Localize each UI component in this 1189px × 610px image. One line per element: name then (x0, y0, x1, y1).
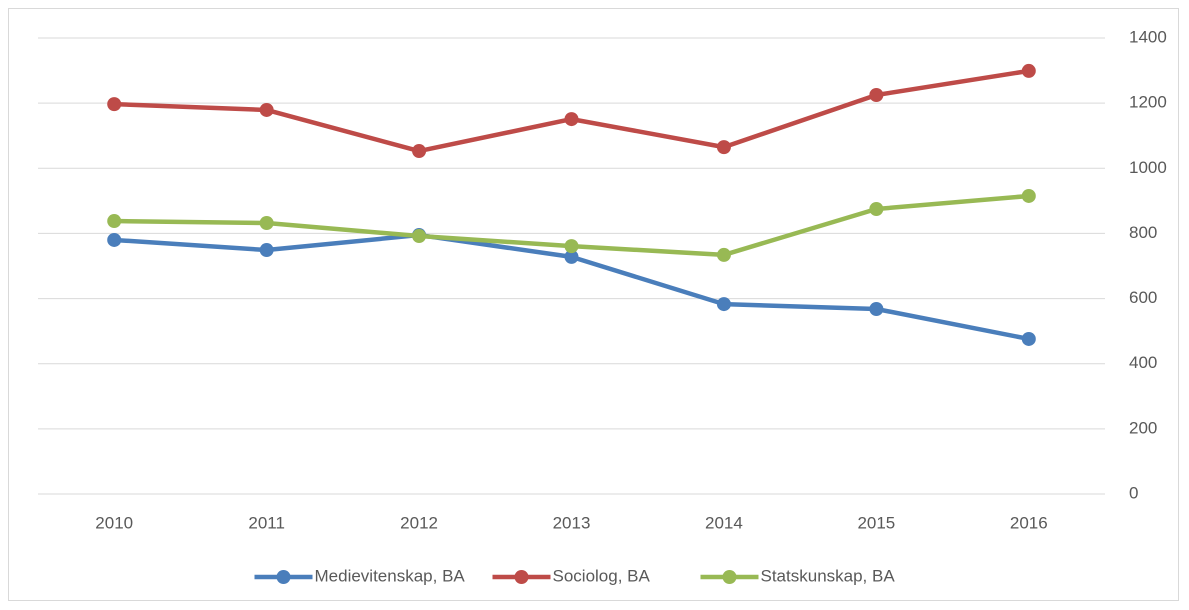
y-tick-label: 1000 (1129, 158, 1167, 177)
data-point (412, 229, 427, 244)
x-tick-label: 2011 (248, 513, 285, 532)
y-tick-label: 800 (1129, 223, 1157, 242)
data-point (107, 232, 122, 247)
data-point (107, 214, 122, 229)
legend-label: Statskunskap, BA (761, 566, 896, 585)
legend-marker (514, 570, 529, 584)
legend-marker (722, 570, 737, 584)
y-tick-label: 1400 (1129, 27, 1167, 46)
chart-border (8, 8, 1179, 601)
y-tick-label: 1200 (1129, 93, 1167, 112)
legend-label: Medievitenskap, BA (315, 566, 466, 585)
data-point (869, 88, 884, 102)
data-point (1021, 63, 1036, 78)
data-point (716, 297, 731, 312)
legend-marker (276, 570, 291, 584)
x-tick-label: 2013 (553, 513, 591, 532)
data-point (869, 301, 884, 316)
data-point (564, 239, 579, 254)
data-point (1021, 331, 1036, 346)
x-tick-label: 2016 (1010, 513, 1048, 532)
data-point (259, 102, 274, 117)
data-point (564, 249, 579, 264)
y-tick-label: 0 (1129, 483, 1138, 502)
data-point (1021, 188, 1036, 203)
data-point (869, 202, 884, 216)
data-point (716, 247, 731, 262)
data-point (259, 243, 274, 258)
x-tick-label: 2012 (400, 513, 438, 532)
data-point (259, 216, 274, 231)
y-tick-label: 600 (1129, 288, 1157, 307)
x-tick-label: 2010 (95, 513, 133, 532)
y-tick-label: 200 (1129, 418, 1157, 437)
data-point (412, 144, 427, 159)
x-tick-label: 2015 (857, 513, 895, 532)
data-point (564, 112, 579, 127)
y-tick-label: 400 (1129, 353, 1157, 372)
data-point (716, 140, 731, 155)
data-point (107, 97, 122, 112)
x-tick-label: 2014 (705, 513, 743, 532)
legend-label: Sociolog, BA (553, 566, 651, 585)
